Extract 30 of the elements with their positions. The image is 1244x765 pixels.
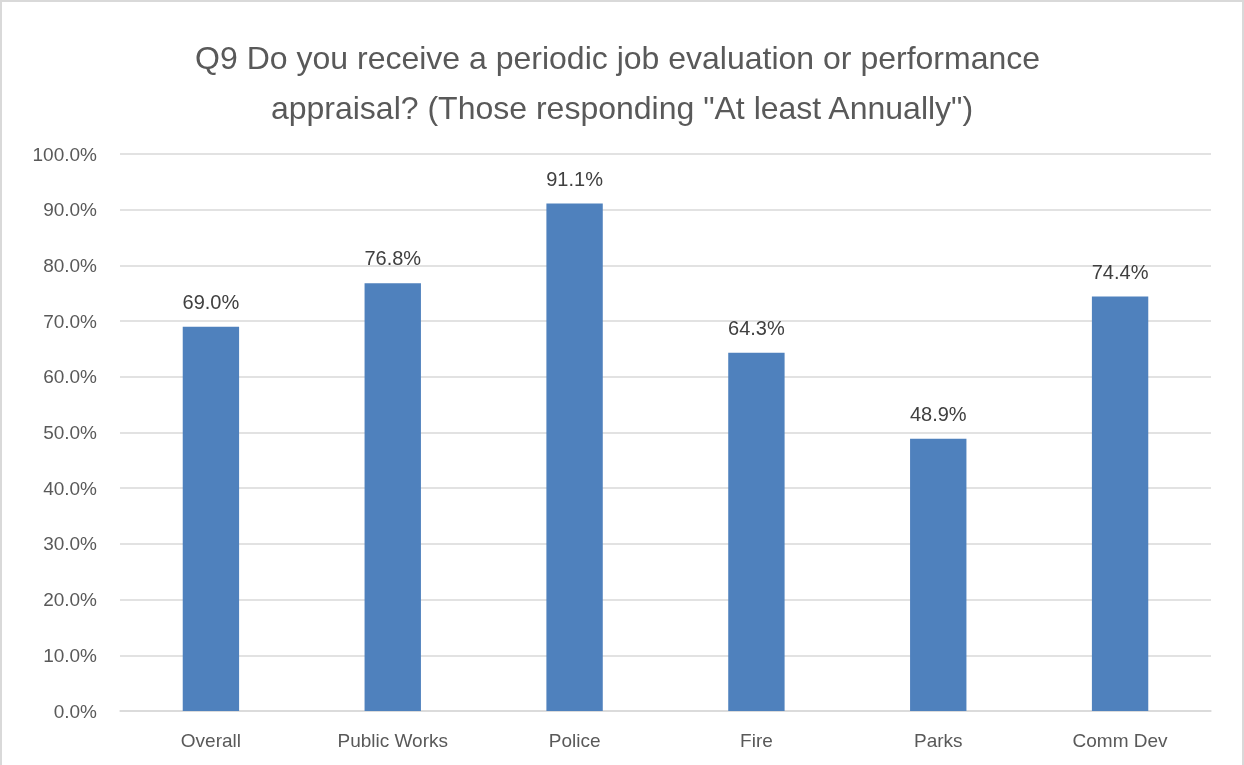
x-tick-label: Police [548, 730, 601, 751]
data-label: 91.1% [546, 167, 604, 190]
y-tick-label: 90.0% [43, 199, 98, 221]
x-tick-label: Overall [180, 730, 242, 751]
data-label: 69.0% [182, 290, 240, 313]
y-tick-label: 60.0% [43, 366, 98, 388]
data-label: 74.4% [1091, 260, 1149, 283]
y-tick-label: 80.0% [43, 254, 98, 276]
y-tick-label: 10.0% [43, 644, 98, 666]
bar [364, 283, 421, 711]
bar [546, 203, 603, 711]
bar [910, 438, 967, 711]
bar [1091, 296, 1149, 711]
y-tick-label: 20.0% [43, 589, 98, 611]
y-tick-label: 70.0% [43, 310, 98, 332]
y-tick-label: 100.0% [32, 143, 98, 165]
data-label: 64.3% [728, 316, 785, 339]
data-label: 76.8% [364, 247, 422, 270]
y-tick-label: 30.0% [43, 533, 98, 555]
data-label: 48.9% [909, 402, 967, 425]
y-tick-label: 50.0% [43, 422, 98, 443]
chart-title: Q9 Do you receive a periodic job evaluation or performance appraisal? (Those responding "At least Annually") [195, 40, 1049, 126]
x-tick-label: Fire [740, 730, 773, 751]
x-tick-label: Comm Dev [1072, 730, 1169, 751]
y-tick-label: 40.0% [43, 477, 98, 499]
bar [182, 326, 240, 711]
y-tick-label: 0.0% [53, 700, 98, 722]
x-tick-label: Parks [913, 730, 963, 751]
x-tick-label: Public Works [337, 730, 449, 751]
bar [728, 352, 785, 711]
